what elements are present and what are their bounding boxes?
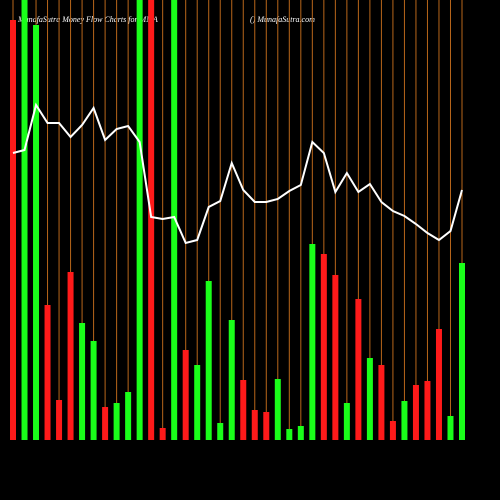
bar (320, 254, 327, 440)
bar (113, 403, 120, 440)
bar (366, 358, 373, 440)
bar (263, 412, 270, 440)
bar (148, 0, 155, 440)
bar (355, 299, 362, 440)
bar (217, 423, 224, 440)
bar (435, 329, 442, 440)
bar (378, 365, 385, 440)
money-flow-line (12, 102, 463, 245)
plot (10, 0, 465, 440)
bar (125, 392, 132, 440)
bar (136, 0, 143, 440)
bar (56, 400, 63, 440)
bar (251, 410, 258, 440)
bar (412, 385, 419, 440)
bar (33, 25, 40, 440)
chart-source: () MunafaSutra.com (250, 15, 315, 24)
bar (21, 0, 28, 440)
bar (159, 428, 166, 440)
bar (44, 305, 51, 440)
bar (205, 281, 212, 440)
bar (171, 0, 178, 440)
bar (194, 365, 201, 440)
bar (274, 379, 281, 440)
bar (182, 350, 189, 440)
chart-title: MunafaSutra Money Flow Charts for MMA (17, 15, 158, 24)
bar (10, 20, 16, 440)
bar (401, 401, 408, 440)
bar (240, 380, 247, 440)
bar (447, 416, 454, 440)
bar (286, 429, 293, 440)
bar (79, 323, 86, 440)
bar (297, 426, 304, 440)
bar (332, 275, 339, 440)
bar (343, 403, 350, 440)
bar (102, 407, 109, 440)
bar (389, 421, 396, 440)
bar (459, 263, 465, 440)
bar (90, 341, 97, 440)
bar (67, 272, 74, 440)
bar (309, 244, 316, 440)
bar (228, 320, 235, 440)
bar (424, 381, 431, 440)
